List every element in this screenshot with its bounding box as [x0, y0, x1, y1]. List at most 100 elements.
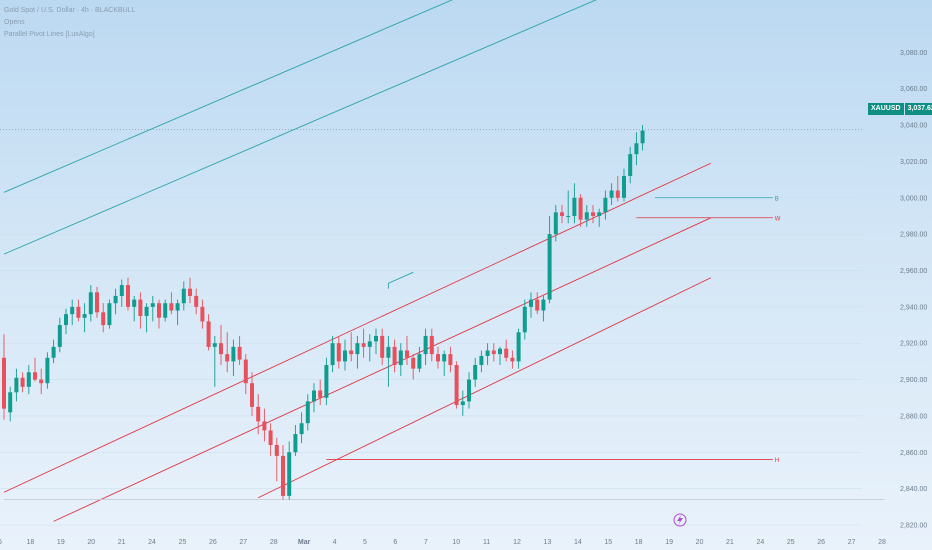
- candle[interactable]: [150, 295, 155, 322]
- candle[interactable]: [405, 335, 409, 366]
- candle[interactable]: [374, 328, 378, 355]
- price-axis[interactable]: 3,080.00 3,060.00 3,040.00 3,020.00 3,000.00…: [900, 50, 927, 530]
- candle[interactable]: [219, 325, 223, 366]
- candle[interactable]: [522, 299, 527, 340]
- candle[interactable]: [336, 335, 341, 369]
- candle[interactable]: [541, 295, 546, 322]
- candle[interactable]: [250, 372, 254, 416]
- candle[interactable]: [566, 190, 571, 224]
- candle[interactable]: [460, 390, 465, 416]
- candle[interactable]: [51, 339, 56, 364]
- candle[interactable]: [132, 295, 137, 322]
- candle[interactable]: [516, 328, 521, 369]
- candle[interactable]: [572, 183, 577, 224]
- candle[interactable]: [529, 292, 533, 318]
- candle[interactable]: [231, 339, 236, 376]
- candle[interactable]: [175, 299, 180, 326]
- candle[interactable]: [268, 423, 273, 456]
- candle[interactable]: [76, 299, 81, 322]
- candle[interactable]: [330, 335, 335, 373]
- symbol-title[interactable]: Gold Spot / U.S. Dollar · 4h · BLACKBULL: [4, 7, 136, 14]
- candle[interactable]: [454, 361, 459, 409]
- candle[interactable]: [498, 346, 502, 366]
- candle[interactable]: [448, 346, 453, 373]
- candle[interactable]: [560, 205, 564, 224]
- candle[interactable]: [88, 285, 93, 322]
- candle[interactable]: [324, 357, 329, 406]
- candle[interactable]: [535, 292, 540, 315]
- candle[interactable]: [597, 208, 602, 227]
- candle[interactable]: [343, 339, 347, 371]
- candle[interactable]: [603, 190, 608, 220]
- candle[interactable]: [45, 352, 50, 389]
- candle[interactable]: [64, 308, 68, 335]
- candle[interactable]: [157, 299, 161, 329]
- candle[interactable]: [547, 215, 552, 304]
- candle[interactable]: [398, 343, 403, 376]
- time-axis[interactable]: 6 18 19 20 21 24 25 26 27 28 Mar 4 5 6 7 10 11 12 13 14 15 18…: [0, 539, 886, 546]
- candle[interactable]: [423, 328, 428, 366]
- candle[interactable]: [144, 303, 149, 333]
- candle[interactable]: [436, 346, 440, 369]
- candle[interactable]: [101, 303, 106, 333]
- candle[interactable]: [14, 368, 19, 402]
- candle[interactable]: [113, 288, 118, 315]
- candle[interactable]: [39, 368, 44, 395]
- candle[interactable]: [194, 288, 199, 315]
- candle[interactable]: [119, 279, 124, 307]
- indicator-pivot-lines[interactable]: Parallel Pivot Lines [LuxAlgo]: [4, 31, 95, 38]
- candle[interactable]: [20, 372, 25, 393]
- candle[interactable]: [299, 412, 304, 444]
- candle[interactable]: [584, 205, 589, 227]
- candle[interactable]: [256, 394, 261, 435]
- candle[interactable]: [95, 286, 99, 318]
- candle[interactable]: [107, 299, 112, 329]
- candle[interactable]: [553, 205, 558, 242]
- candle[interactable]: [417, 346, 422, 373]
- candle[interactable]: [212, 335, 217, 387]
- candle[interactable]: [634, 132, 639, 166]
- candle[interactable]: [609, 183, 614, 206]
- candle[interactable]: [82, 303, 87, 333]
- candle[interactable]: [485, 343, 490, 366]
- candle[interactable]: [392, 339, 397, 373]
- candle[interactable]: [504, 339, 509, 362]
- candle[interactable]: [26, 365, 31, 395]
- candle[interactable]: [622, 168, 626, 202]
- candle[interactable]: [386, 335, 391, 387]
- candle[interactable]: [281, 445, 285, 500]
- candle[interactable]: [318, 379, 323, 406]
- candle[interactable]: [380, 328, 385, 366]
- candle[interactable]: [640, 125, 645, 151]
- candle[interactable]: [293, 425, 298, 456]
- candle[interactable]: [2, 334, 6, 420]
- candle[interactable]: [206, 314, 211, 351]
- candle[interactable]: [33, 357, 37, 382]
- candle[interactable]: [169, 292, 174, 315]
- candle[interactable]: [355, 335, 360, 369]
- candle[interactable]: [188, 277, 192, 304]
- candle[interactable]: [200, 299, 205, 329]
- candle[interactable]: [411, 354, 416, 380]
- candle[interactable]: [349, 332, 354, 362]
- candle[interactable]: [237, 335, 242, 366]
- lightning-icon[interactable]: [673, 513, 687, 527]
- candle[interactable]: [163, 299, 168, 322]
- candle[interactable]: [305, 394, 310, 431]
- candle[interactable]: [287, 441, 292, 500]
- candle[interactable]: [473, 357, 478, 387]
- candle[interactable]: [274, 437, 279, 482]
- candle[interactable]: [181, 281, 186, 311]
- candle[interactable]: [442, 350, 447, 376]
- candle[interactable]: [243, 354, 248, 395]
- candle[interactable]: [312, 383, 316, 413]
- candle[interactable]: [8, 386, 13, 422]
- candle[interactable]: [479, 350, 484, 373]
- candle[interactable]: [628, 146, 633, 184]
- candle[interactable]: [491, 343, 496, 362]
- candle[interactable]: [361, 328, 366, 358]
- candle[interactable]: [429, 328, 434, 362]
- candle[interactable]: [510, 350, 515, 369]
- candle[interactable]: [591, 205, 595, 224]
